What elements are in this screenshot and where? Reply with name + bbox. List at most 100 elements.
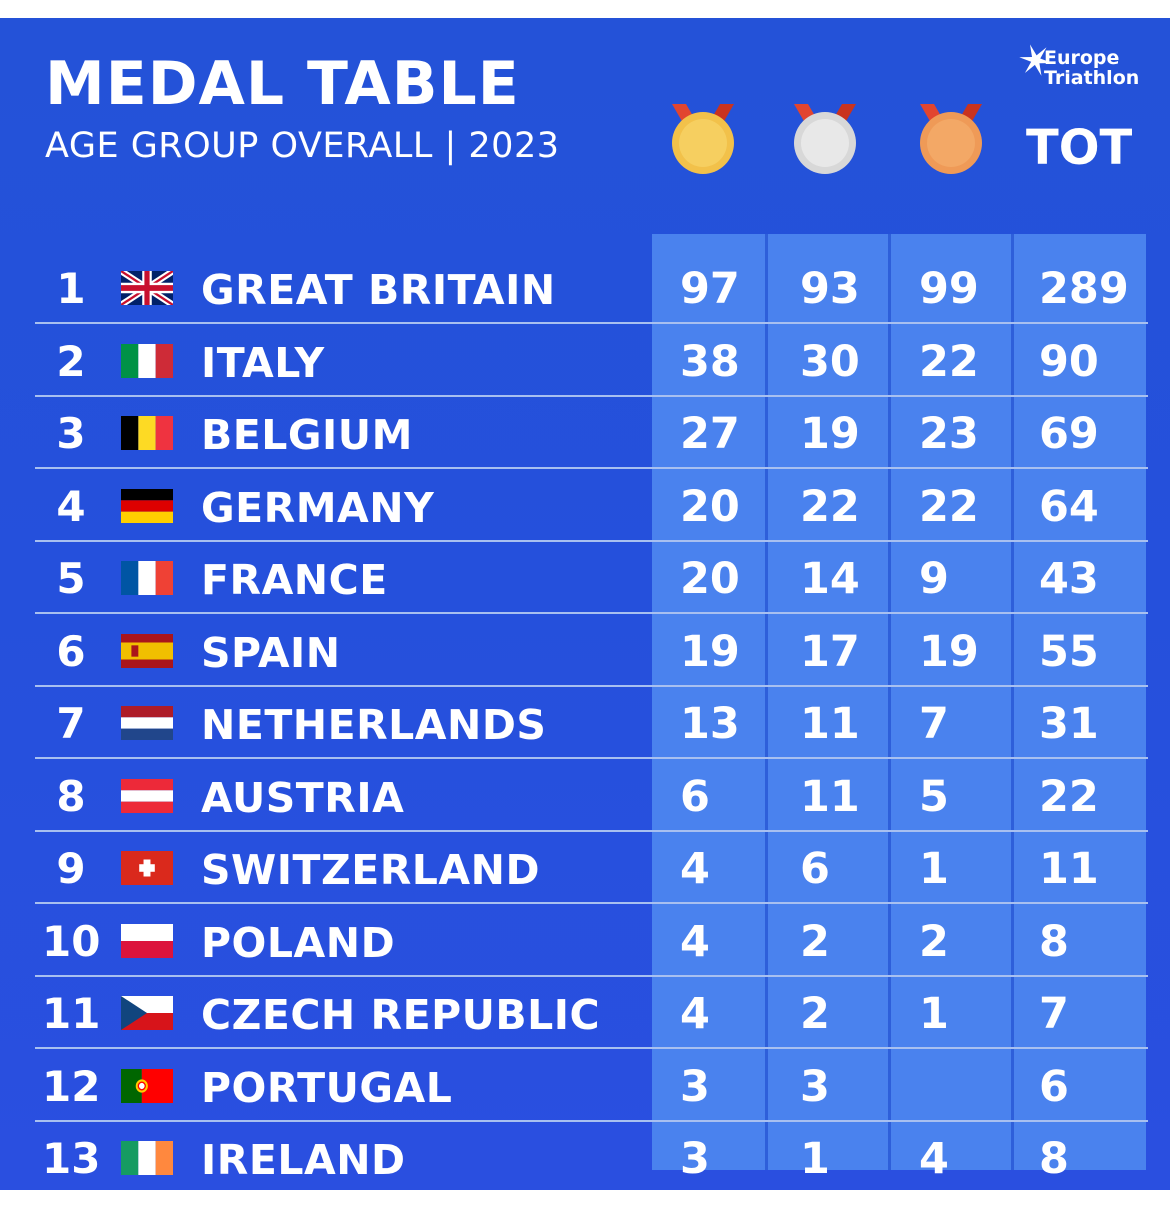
silver-count: 17	[800, 626, 860, 677]
europe-triathlon-logo: ✶ Europe Triathlon	[1010, 31, 1148, 100]
gold-count: 4	[680, 844, 710, 894]
country-name: BELGIUM	[201, 411, 413, 459]
logo-text-line-1: Europe	[1044, 47, 1120, 69]
total-count: 43	[1039, 554, 1099, 604]
total-count: 289	[1039, 264, 1129, 314]
row-divider	[35, 829, 1148, 832]
gold-count: 38	[680, 336, 740, 387]
austria-flag-icon	[121, 778, 173, 813]
gold-count: 6	[680, 771, 710, 822]
country-name: SPAIN	[201, 628, 341, 677]
rank-number: 5	[56, 554, 86, 603]
rank-number: 13	[42, 1134, 101, 1183]
country-name: NETHERLANDS	[201, 701, 547, 749]
total-count: 11	[1039, 844, 1099, 894]
page-subtitle: AGE GROUP OVERALL | 2023	[45, 126, 560, 166]
bronze-count: 9	[919, 554, 949, 604]
country-name: IRELAND	[201, 1136, 406, 1184]
gold-medal-icon	[672, 104, 734, 174]
gold-count: 4	[680, 989, 710, 1039]
country-name: POLAND	[201, 918, 396, 967]
silver-count: 2	[800, 916, 830, 967]
rank-number: 11	[42, 989, 101, 1038]
country-name: GREAT BRITAIN	[201, 266, 556, 314]
rank-number: 9	[56, 844, 86, 893]
medal-counts-panel	[652, 234, 1146, 1170]
silver-count: 11	[800, 771, 860, 822]
bronze-count: 7	[919, 699, 949, 749]
country-name: PORTUGAL	[201, 1063, 453, 1112]
table-row: 5 FRANCE 20 14 9 43	[0, 542, 1170, 614]
gold-count: 20	[680, 554, 740, 604]
gold-count: 4	[680, 916, 710, 967]
spain-flag-icon	[121, 633, 173, 668]
rank-number: 2	[56, 336, 86, 386]
gold-count: 19	[680, 626, 740, 677]
medal-table-board: MEDAL TABLE AGE GROUP OVERALL | 2023 ✶ E…	[0, 18, 1170, 1190]
bronze-count: 22	[919, 336, 979, 387]
row-divider	[35, 1047, 1148, 1049]
silver-count: 6	[800, 844, 830, 894]
france-flag-icon	[121, 561, 173, 595]
total-count: 8	[1039, 916, 1069, 967]
table-row: 2 ITALY 38 30 22 90	[0, 325, 1170, 397]
netherlands-flag-icon	[121, 706, 173, 740]
silver-count: 14	[800, 554, 860, 604]
total-count: 22	[1039, 771, 1099, 822]
rank-number: 8	[56, 771, 86, 821]
silver-count: 22	[800, 481, 860, 532]
row-divider	[35, 467, 1148, 469]
bronze-medal-icon	[920, 104, 982, 174]
table-row: 12 PORTUGAL 3 3 6	[0, 1050, 1170, 1122]
rank-number: 7	[56, 699, 86, 748]
silver-count: 93	[800, 264, 860, 314]
country-name: CZECH REPUBLIC	[201, 991, 601, 1039]
rank-number: 6	[56, 626, 86, 676]
table-row: 3 BELGIUM 27 19 23 69	[0, 397, 1170, 469]
total-count: 8	[1039, 1134, 1069, 1184]
total-count: 90	[1039, 336, 1099, 387]
gold-count: 27	[680, 409, 740, 459]
table-row: 13 IRELAND 3 1 4 8	[0, 1122, 1170, 1190]
rank-number: 4	[56, 481, 86, 531]
silver-count: 3	[800, 1061, 830, 1112]
column-divider	[1011, 234, 1014, 1170]
silver-count: 30	[800, 336, 860, 387]
poland-flag-icon	[121, 923, 173, 958]
italy-flag-icon	[121, 343, 173, 378]
country-name: AUSTRIA	[201, 773, 405, 822]
row-divider	[35, 974, 1148, 977]
table-row: 6 SPAIN 19 17 19 55	[0, 615, 1170, 687]
column-divider	[765, 234, 768, 1170]
gold-count: 3	[680, 1134, 710, 1184]
belgium-flag-icon	[121, 416, 173, 450]
total-count: 64	[1039, 481, 1099, 532]
country-name: GERMANY	[201, 483, 435, 532]
total-count: 31	[1039, 699, 1099, 749]
gold-count: 3	[680, 1061, 710, 1112]
rank-number: 3	[56, 409, 86, 458]
gold-count: 20	[680, 481, 740, 532]
silver-count: 2	[800, 989, 830, 1039]
table-row: 8 AUSTRIA 6 11 5 22	[0, 760, 1170, 832]
bronze-count: 22	[919, 481, 979, 532]
row-divider	[35, 757, 1148, 759]
silver-medal-icon	[794, 104, 856, 174]
table-row: 9 SWITZERLAND 4 6 1 11	[0, 832, 1170, 904]
bronze-count: 1	[919, 844, 949, 894]
column-divider	[888, 234, 891, 1170]
gold-count: 97	[680, 264, 740, 314]
bronze-count: 5	[919, 771, 949, 822]
row-divider	[35, 394, 1148, 397]
bronze-count: 99	[919, 264, 979, 314]
row-divider	[35, 612, 1148, 614]
row-divider	[35, 322, 1148, 324]
page-title: MEDAL TABLE	[45, 49, 520, 119]
bronze-count: 23	[919, 409, 979, 459]
table-row: 10 POLAND 4 2 2 8	[0, 905, 1170, 977]
total-count: 69	[1039, 409, 1099, 459]
ireland-flag-icon	[121, 1141, 173, 1175]
row-divider	[35, 684, 1148, 687]
table-row: 11 CZECH REPUBLIC 4 2 1 7	[0, 977, 1170, 1049]
total-count: 55	[1039, 626, 1099, 677]
